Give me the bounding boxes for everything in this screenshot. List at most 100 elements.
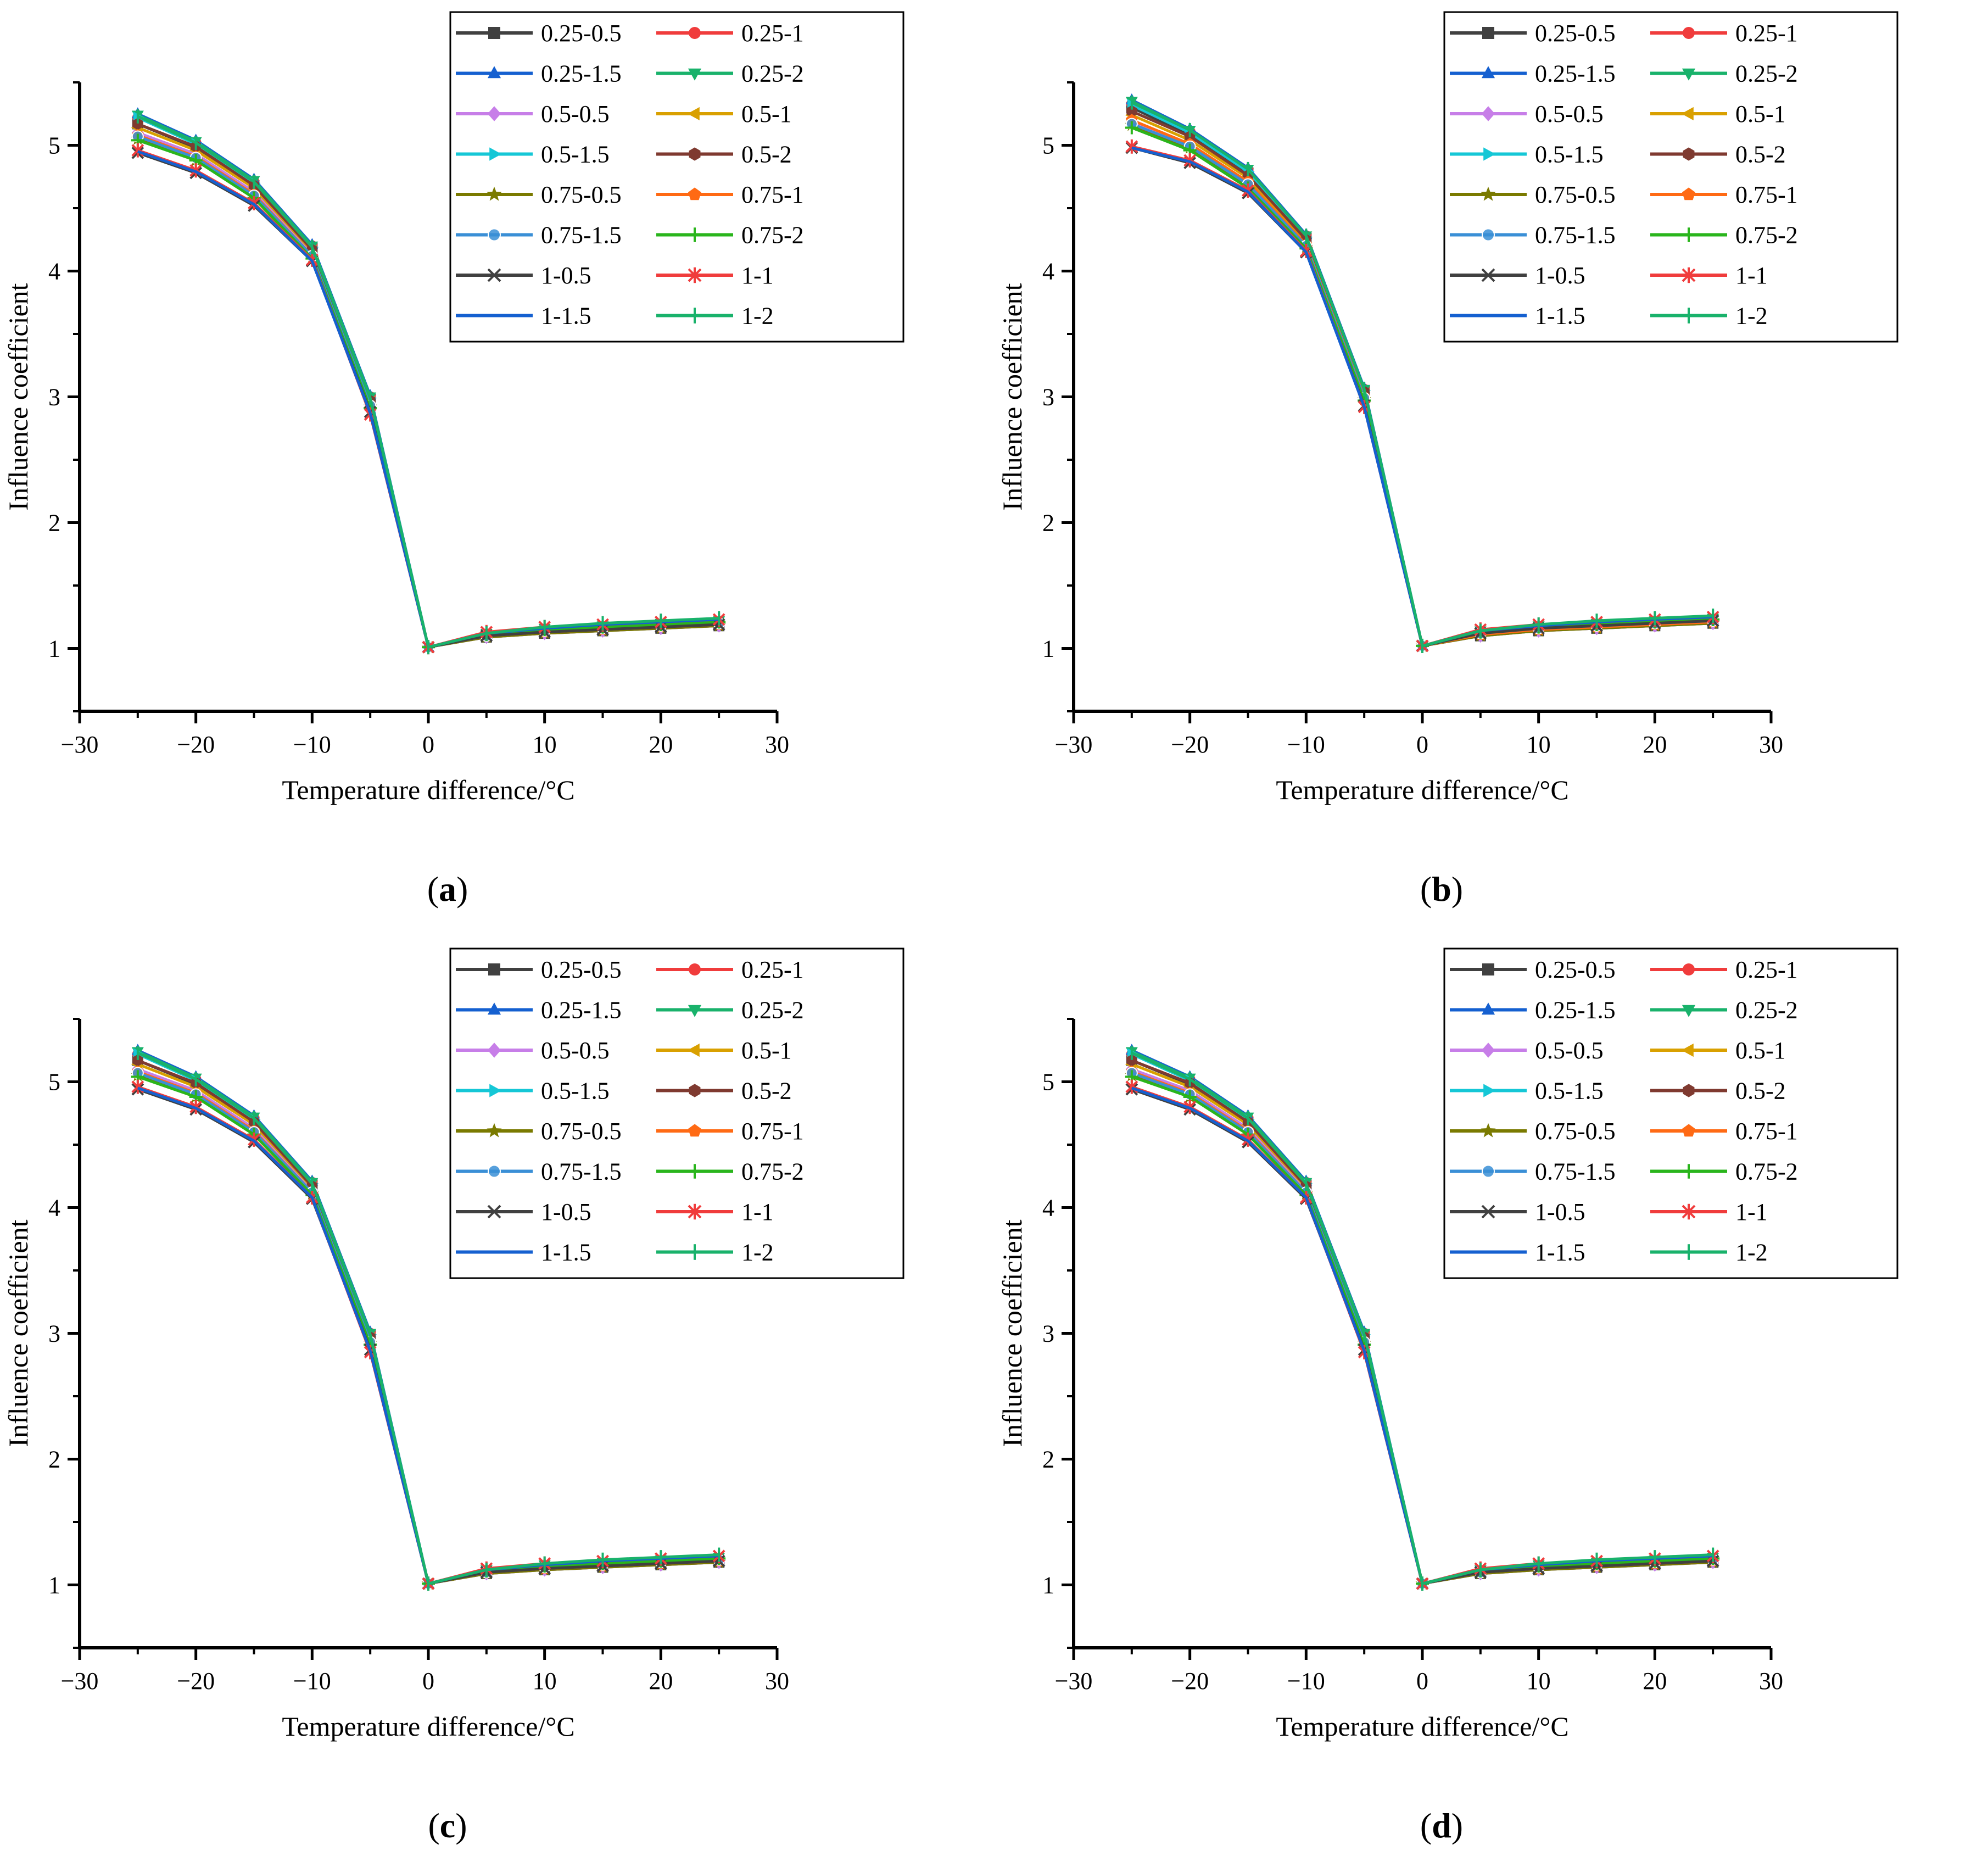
legend-label: 0.75-2: [1735, 222, 1798, 249]
legend-marker-0.75-1.5: [488, 228, 501, 242]
legend-label: 1-1: [1735, 1198, 1768, 1225]
x-tick-label: −20: [1171, 1668, 1209, 1694]
x-tick-label: 20: [1643, 1668, 1667, 1694]
legend-marker-0.75-2: [687, 227, 702, 242]
legend-marker-0.25-1: [1683, 963, 1695, 975]
legend-item-1-1.5: 1-1.5: [1450, 303, 1585, 330]
y-tick-label: 4: [48, 1195, 60, 1222]
y-tick-label: 1: [1042, 1572, 1054, 1599]
panel-label-letter: a: [439, 869, 456, 908]
legend-label: 0.75-1: [741, 181, 804, 208]
y-tick-label: 4: [1042, 258, 1054, 285]
legend-marker-0.25-1.5: [487, 1002, 501, 1015]
legend-marker-0.75-1: [1682, 1124, 1696, 1137]
legend-item-0.25-1: 0.25-1: [1650, 956, 1798, 983]
legend-box: [449, 11, 904, 343]
panel-label-close: ): [1451, 869, 1463, 908]
legend-label: 0.25-1.5: [1535, 60, 1616, 87]
x-tick-label: −10: [293, 731, 331, 758]
x-tick-label: 10: [1527, 731, 1551, 758]
legend-label: 1-1.5: [541, 303, 591, 330]
legend-label: 0.75-2: [741, 222, 804, 249]
legend-marker-0.25-2: [1682, 1005, 1696, 1017]
legend-label: 0.75-0.5: [541, 1118, 622, 1145]
x-tick-label: −30: [61, 1668, 99, 1694]
legend-label: 0.25-1.5: [541, 997, 622, 1024]
legend-marker-0.5-0.5: [1481, 106, 1495, 121]
y-tick-label: 2: [1042, 510, 1054, 537]
legend-item-0.75-2: 0.75-2: [656, 1158, 804, 1185]
panel-label-open: (: [427, 869, 439, 908]
legend-marker-0.5-1: [687, 1043, 700, 1057]
x-tick-label: 30: [765, 731, 789, 758]
legend-marker-0.5-0.5: [1481, 1043, 1495, 1058]
legend-item-0.5-0.5: 0.5-0.5: [456, 101, 610, 127]
y-axis-title: Influence coefficient: [997, 283, 1027, 510]
legend-label: 0.25-0.5: [541, 956, 622, 983]
legend-label: 1-2: [1735, 303, 1768, 330]
legend-marker-0.75-1.5: [1482, 228, 1495, 242]
legend-label: 0.5-1: [1735, 101, 1786, 127]
legend-item-1-1: 1-1: [1650, 1198, 1768, 1225]
legend-label: 0.25-1: [741, 20, 804, 47]
legend-label: 0.75-1: [741, 1118, 804, 1145]
panel-label: (d): [1420, 1806, 1463, 1845]
legend-item-0.5-1: 0.5-1: [656, 101, 792, 127]
x-tick-label: 0: [1416, 731, 1428, 758]
y-axis-title: Influence coefficient: [997, 1219, 1027, 1447]
legend-marker-0.25-1: [689, 963, 701, 975]
legend-item-0.75-2: 0.75-2: [656, 222, 804, 249]
legend-item-0.75-0.5: 0.75-0.5: [456, 1118, 622, 1145]
legend-item-0.75-0.5: 0.75-0.5: [1450, 181, 1616, 208]
chart-panel-2: −30 −20 −10 0 10 20 30 1 2 3 4 5 Temperature differe…: [3, 947, 904, 1845]
series-group: [131, 1044, 726, 1591]
legend-label: 1-1.5: [1535, 1239, 1585, 1266]
legend-marker-0.75-0.5: [487, 1123, 502, 1138]
chart-panel-0: −30 −20 −10 0 10 20 30 1 2 3 4 5 Temperature differe…: [3, 11, 904, 908]
data-point-0.5-2-0: [1126, 105, 1137, 118]
legend-marker-0.25-0.5: [488, 27, 500, 39]
legend-marker-0.5-1.5: [1483, 147, 1496, 161]
legend-label: 0.5-1.5: [1535, 1078, 1604, 1105]
y-tick-label: 5: [1042, 1069, 1054, 1096]
legend-marker-0.25-1.5: [1481, 66, 1495, 79]
legend-item-0.25-2: 0.25-2: [1650, 997, 1798, 1024]
legend-label: 0.75-0.5: [1535, 181, 1616, 208]
x-tick-label: 10: [533, 1668, 557, 1694]
y-tick-label: 1: [48, 635, 60, 662]
legend-item-0.75-1.5: 0.75-1.5: [1450, 1158, 1616, 1185]
legend-item-0.25-2: 0.25-2: [1650, 60, 1798, 87]
legend-label: 0.25-1.5: [1535, 997, 1616, 1024]
legend-item-1-1: 1-1: [656, 262, 774, 289]
legend-item-0.75-0.5: 0.75-0.5: [1450, 1118, 1616, 1145]
series-1-2: [1130, 95, 1715, 653]
legend-item-0.75-2: 0.75-2: [1650, 1158, 1798, 1185]
legend-label: 0.25-2: [741, 997, 804, 1024]
legend-label: 1-1.5: [1535, 303, 1585, 330]
legend-label: 0.25-2: [741, 60, 804, 87]
series-group: [1125, 1044, 1720, 1591]
legend-marker-1-0.5: [487, 1205, 501, 1219]
panel-label: (c): [428, 1806, 467, 1845]
legend-marker-0.5-1.5: [1483, 1084, 1496, 1097]
legend-marker-0.5-0.5: [487, 106, 501, 121]
legend-item-0.5-0.5: 0.5-0.5: [456, 1037, 610, 1064]
x-axis-title: Temperature difference/°C: [282, 1711, 574, 1742]
y-tick-label: 5: [48, 1069, 60, 1096]
legend-marker-0.5-0.5: [487, 1043, 501, 1058]
legend-item-0.25-1: 0.25-1: [1650, 20, 1798, 47]
y-tick-label: 1: [48, 1572, 60, 1599]
legend-marker-0.5-2: [689, 1084, 701, 1097]
legend-label: 0.75-0.5: [1535, 1118, 1616, 1145]
y-tick-label: 2: [48, 1446, 60, 1473]
legend-item-0.5-2: 0.5-2: [656, 141, 792, 168]
data-point-0.75-2-0: [1125, 121, 1138, 135]
panel-label-close: ): [456, 869, 468, 908]
legend-marker-1-1: [1682, 267, 1696, 283]
x-tick-label: 20: [1643, 731, 1667, 758]
panel-label-letter: c: [440, 1806, 455, 1845]
legend-item-0.5-1.5: 0.5-1.5: [1450, 1078, 1604, 1105]
legend-label: 0.5-1: [741, 101, 792, 127]
x-tick-label: −30: [1055, 1668, 1093, 1694]
legend-item-0.25-2: 0.25-2: [656, 997, 804, 1024]
